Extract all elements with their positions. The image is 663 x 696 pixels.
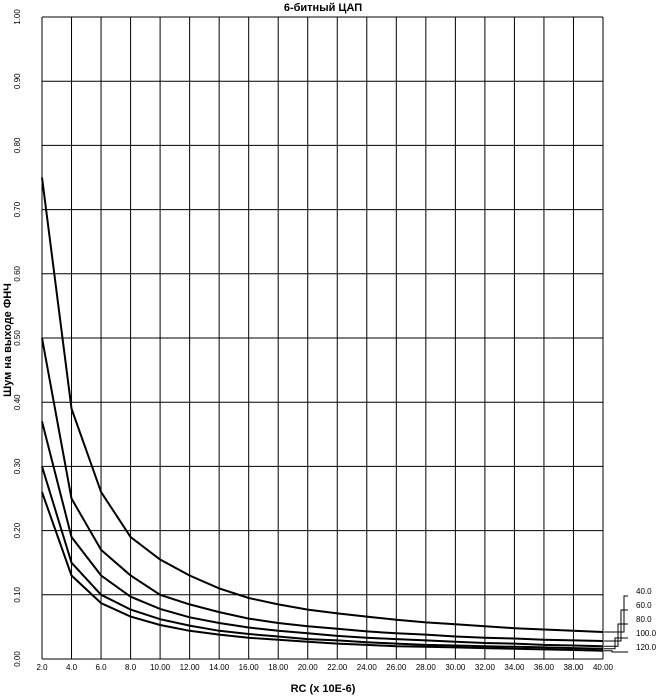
chart-title: 6-битный ЦАП [284,2,362,14]
y-tick-labels: 0.00 0.10 0.20 0.30 0.40 0.50 0.60 0.70 0.80 0.90… [13,9,22,667]
x-tick-label: 12.00 [180,663,201,672]
y-tick-label: 0.00 [13,651,22,667]
y-tick-label: 0.50 [13,330,22,346]
y-tick-label: 0.10 [13,586,22,602]
y-tick-label: 0.40 [13,394,22,410]
x-tick-label: 34.00 [504,663,525,672]
series-line [41,466,604,650]
x-tick-label: 22.00 [327,663,348,672]
legend-leader-line [604,637,628,650]
y-tick-label: 0.90 [13,73,22,89]
series-group [41,177,604,652]
x-tick-label: 28.00 [416,663,437,672]
x-tick-label: 8.0 [125,663,137,672]
legend-leader-line [604,650,628,653]
x-tick-label: 24.00 [357,663,378,672]
legend-label: 40.0 [636,587,652,596]
series-line [41,421,604,648]
x-tick-label: 2.0 [36,663,48,672]
y-tick-label: 0.30 [13,458,22,474]
x-tick-label: 26.00 [386,663,407,672]
y-tick-label: 1.00 [13,9,22,25]
series-line [41,337,604,642]
x-tick-label: 36.00 [534,663,555,672]
x-tick-label: 14.00 [209,663,230,672]
x-axis-label: RC (x 10E-6) [291,683,356,695]
y-tick-label: 0.80 [13,137,22,153]
x-tick-label: 16.00 [239,663,260,672]
legend-label: 60.0 [636,601,652,610]
legend-label: 120.0 [636,643,657,652]
y-tick-label: 0.20 [13,522,22,538]
y-tick-label: 0.70 [13,201,22,217]
x-tick-label: 18.00 [268,663,289,672]
x-tick-label: 20.00 [298,663,319,672]
x-tick-label: 30.00 [445,663,466,672]
x-tick-label: 40.00 [593,663,614,672]
x-tick-labels: 2.0 4.0 6.0 8.0 10.00 12.00 14.00 16.00 18.00 20.… [36,663,613,672]
y-axis-label: Шум на выходе ФНЧ [2,283,14,397]
legend-leader-line [604,595,628,633]
x-tick-label: 6.0 [95,663,107,672]
series-line [41,491,604,652]
legend-label: 100.0 [636,629,657,638]
legend-leader-line [604,623,628,647]
legend-leader-line [604,609,628,642]
y-tick-label: 0.60 [13,265,22,281]
x-tick-label: 32.00 [475,663,496,672]
x-tick-label: 38.00 [563,663,584,672]
grid [41,16,604,660]
legend: 40.0 60.0 80.0 100.0 120.0 [604,587,657,653]
legend-label: 80.0 [636,615,652,624]
x-tick-label: 4.0 [66,663,78,672]
series-line [41,177,604,633]
x-tick-label: 10.00 [150,663,171,672]
